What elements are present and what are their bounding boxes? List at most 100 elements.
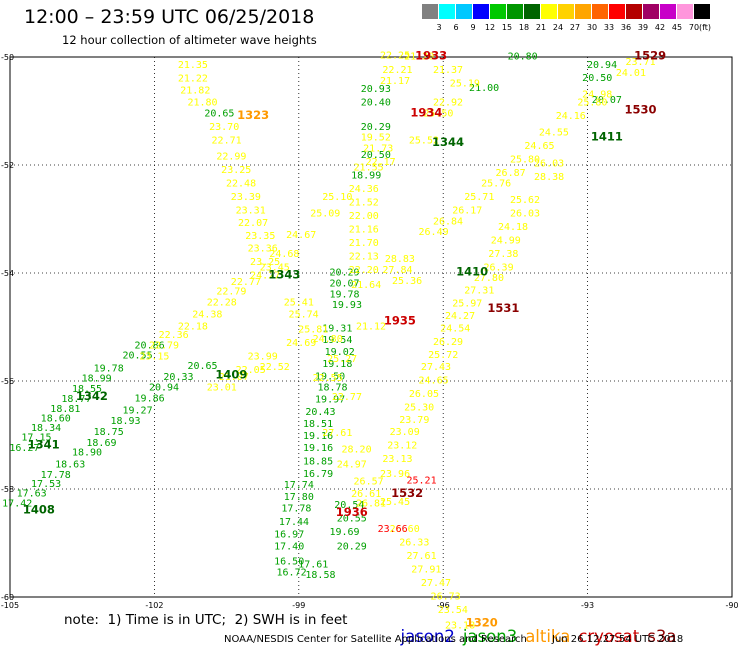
swh-point-label: 20.50 (582, 73, 612, 84)
color-scale-label: 30 (586, 23, 598, 32)
swh-point-label: 21.22 (178, 73, 208, 84)
x-tick-label: -93 (581, 601, 594, 610)
swh-point-label: 26.03 (534, 159, 564, 170)
swh-point-label: 25.21 (406, 476, 436, 487)
legend-cryosat: cryosat (578, 627, 640, 646)
swh-point-label: 23.39 (231, 192, 261, 203)
swh-point-label: 22.00 (349, 211, 379, 222)
swh-point-label: 17.74 (284, 480, 314, 491)
swh-point-label: 23.13 (382, 454, 412, 465)
swh-point-label: 20.07 (329, 279, 359, 290)
swh-point-label: 24.65 (419, 376, 449, 387)
color-scale-swatch (575, 4, 592, 19)
swh-point-label: 26.03 (510, 208, 540, 219)
y-tick-label: -58 (1, 485, 14, 494)
swh-point-label: 20.94 (587, 60, 617, 71)
swh-point-label: 21.80 (187, 98, 217, 109)
swh-point-label: 20.86 (135, 341, 165, 352)
chart-title: 12:00 – 23:59 UTC 06/25/2018 (24, 6, 315, 28)
swh-point-label: 25.52 (409, 135, 439, 146)
swh-point-label: 24.68 (269, 249, 299, 260)
color-scale-label: 9 (470, 23, 476, 32)
swh-point-label: 19.02 (325, 347, 355, 358)
swh-point-label: 26.57 (354, 477, 384, 488)
swh-point-label: 18.55 (72, 384, 102, 395)
swh-point-label: 16.79 (303, 469, 333, 480)
x-tick-label: -90 (725, 601, 738, 610)
swh-point-label: 18.75 (94, 427, 124, 438)
swh-point-label: 27.31 (464, 286, 494, 297)
swh-point-label: 18.81 (50, 404, 80, 415)
swh-point-label: 21.82 (180, 86, 210, 97)
track-time-label: 1323 (237, 108, 269, 122)
swh-point-label: 22.18 (178, 322, 208, 333)
swh-point-label: 22.13 (349, 252, 379, 263)
color-scale-swatch (541, 4, 558, 19)
swh-point-label: 18.34 (31, 423, 61, 434)
swh-point-label: 27.84 (382, 265, 412, 276)
color-scale-swatch (677, 4, 694, 19)
swh-point-label: 18.90 (72, 448, 102, 459)
x-tick-label: -99 (292, 601, 305, 610)
track-time-label: 1936 (336, 505, 368, 519)
swh-point-label: 21.20 (404, 52, 434, 63)
color-scale-label: 12 (484, 23, 496, 32)
swh-point-label: 23.54 (438, 605, 468, 616)
swh-point-label: 19.86 (135, 394, 165, 405)
swh-point-label: 24.18 (498, 222, 528, 233)
swh-point-label: 22.28 (207, 297, 237, 308)
swh-point-label: 23.25 (250, 257, 280, 268)
swh-point-label: 26.29 (433, 337, 463, 348)
swh-point-label: 25.41 (284, 297, 314, 308)
swh-point-label: 19.27 (122, 405, 152, 416)
color-scale-swatch (507, 4, 524, 19)
swh-point-label: 23.70 (209, 122, 239, 133)
track-time-label: 1530 (625, 103, 657, 117)
color-scale-unit: (ft) (698, 23, 712, 32)
color-scale-label: 33 (603, 23, 615, 32)
swh-point-label: 18.60 (41, 414, 71, 425)
swh-point-label: 23.99 (248, 351, 278, 362)
swh-point-label: 19.16 (303, 443, 333, 454)
swh-point-label: 21.64 (351, 280, 381, 291)
color-scale-swatch (626, 4, 643, 19)
swh-point-label: 26.61 (351, 489, 381, 500)
swh-point-label: 27.80 (474, 273, 504, 284)
swh-point-label: 24.99 (491, 235, 521, 246)
swh-point-label: 25.80 (510, 154, 540, 165)
swh-point-label: 25.30 (404, 403, 434, 414)
swh-point-label: 21.52 (349, 198, 379, 209)
swh-point-label: 27.61 (322, 428, 352, 439)
legend-altika: altika (525, 627, 571, 646)
swh-point-label: 24.38 (192, 309, 222, 320)
y-tick-label: -52 (1, 161, 14, 170)
swh-point-label: 28.83 (385, 254, 415, 265)
swh-point-label: 18.99 (351, 171, 381, 182)
swh-point-label: 25.97 (452, 298, 482, 309)
swh-point-label: 17.61 (298, 559, 328, 570)
color-scale-label: 15 (501, 23, 513, 32)
swh-point-label: 24.97 (337, 459, 367, 470)
swh-point-label: 25.80 (577, 98, 607, 109)
swh-point-label: 22.92 (433, 98, 463, 109)
swh-point-label: 17.63 (17, 489, 47, 500)
swh-point-label: 19.54 (322, 335, 352, 346)
swh-point-label: 20.07 (592, 95, 622, 106)
color-scale-label: 24 (552, 23, 564, 32)
swh-point-label: 21.55 (354, 162, 384, 173)
swh-point-label: 22.77 (231, 277, 261, 288)
y-tick-label: -50 (1, 53, 14, 62)
swh-point-label: 25.74 (289, 309, 319, 320)
swh-point-label: 18.58 (305, 570, 335, 581)
swh-point-label: 23.36 (248, 243, 278, 254)
swh-point-label: 20.94 (149, 383, 179, 394)
swh-point-label: 20.80 (508, 52, 538, 63)
swh-point-label: 18.99 (82, 374, 112, 385)
track-time-label: 1531 (487, 301, 519, 315)
swh-point-label: 23.96 (380, 469, 410, 480)
swh-point-label: 16.50 (274, 557, 304, 568)
swh-point-label: 21.73 (363, 144, 393, 155)
swh-point-label: 26.39 (483, 262, 513, 273)
swh-point-label: 25.36 (392, 276, 422, 287)
